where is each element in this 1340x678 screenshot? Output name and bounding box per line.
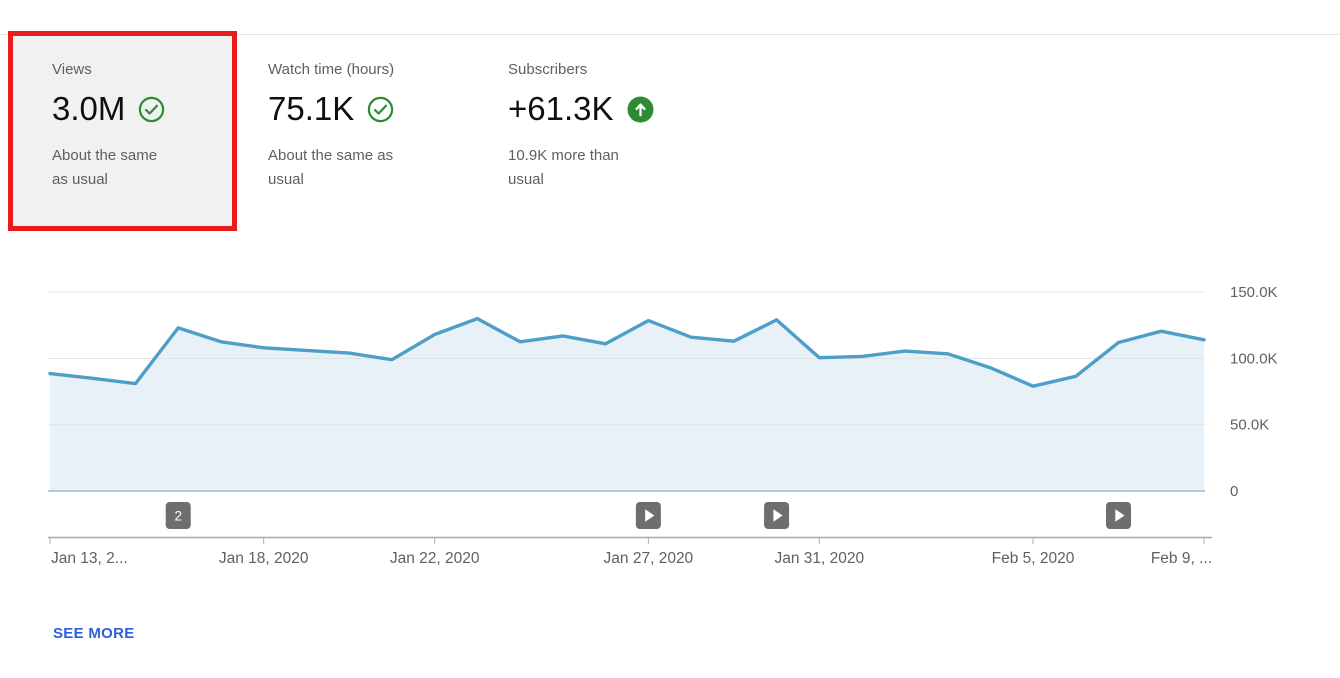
- x-axis-label: Jan 27, 2020: [604, 550, 694, 567]
- x-axis-label: Jan 13, 2...: [51, 550, 128, 567]
- metric-card-watch-time[interactable]: Watch time (hours) 75.1K About the same …: [268, 60, 394, 192]
- y-axis-label: 0: [1230, 483, 1238, 500]
- metric-subtitle: About the same as usual: [52, 147, 158, 188]
- x-axis-label: Feb 9, ...: [1151, 550, 1212, 567]
- play-icon: [645, 509, 655, 522]
- metric-title: Subscribers: [508, 61, 588, 78]
- x-axis-label: Jan 31, 2020: [775, 550, 865, 567]
- metric-value: +61.3K: [508, 90, 614, 127]
- metric-card-views[interactable]: Views 3.0M About the same as usual: [52, 60, 165, 192]
- y-axis-label: 50.0K: [1230, 417, 1269, 434]
- chart-area-fill: [50, 318, 1204, 491]
- x-axis-label: Jan 22, 2020: [390, 550, 480, 567]
- metric-value: 75.1K: [268, 90, 355, 127]
- metric-title: Views: [52, 61, 92, 78]
- metric-card-subscribers[interactable]: Subscribers +61.3K 10.9K more than usual: [508, 60, 654, 192]
- metric-value: 3.0M: [52, 90, 126, 127]
- check-circle-icon: [139, 96, 165, 122]
- badge-count-label: 2: [174, 509, 182, 524]
- metric-subtitle: 10.9K more than usual: [508, 147, 619, 188]
- annotation-highlight-box: [8, 31, 237, 231]
- metric-title: Watch time (hours): [268, 61, 395, 78]
- metric-subtitle: About the same as usual: [268, 147, 394, 188]
- see-more-link[interactable]: SEE MORE: [53, 625, 135, 642]
- chart-line: [48, 316, 1206, 388]
- header-divider: [0, 34, 1340, 35]
- notes-count-badge[interactable]: [165, 502, 191, 529]
- arrow-up-circle-icon: [627, 96, 654, 122]
- play-icon: [773, 509, 783, 522]
- x-axis-label: Feb 5, 2020: [992, 550, 1075, 567]
- y-axis-label: 150.0K: [1230, 284, 1278, 301]
- check-circle-icon: [368, 96, 394, 122]
- x-axis-label: Jan 18, 2020: [219, 550, 309, 567]
- y-axis-label: 100.0K: [1230, 350, 1278, 367]
- play-icon: [1115, 509, 1125, 522]
- views-card-highlight-background: [13, 36, 232, 226]
